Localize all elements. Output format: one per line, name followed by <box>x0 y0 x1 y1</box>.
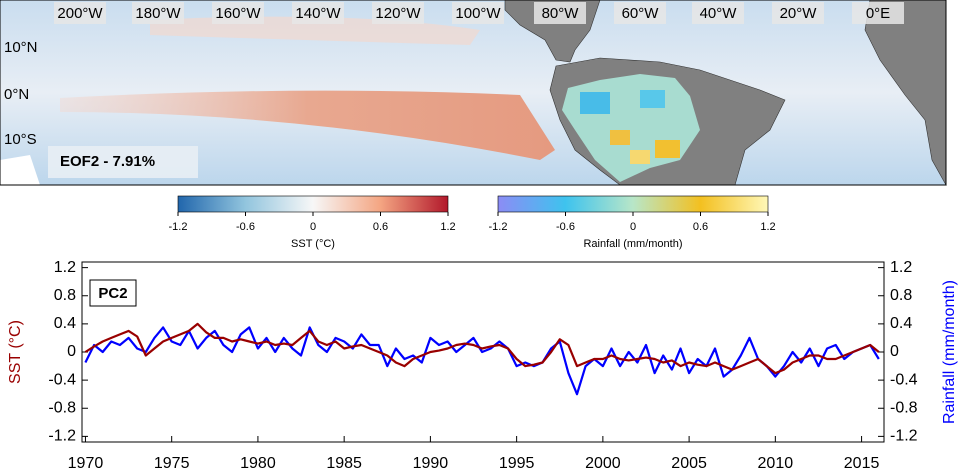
colorbar-tick-label: 0 <box>310 221 316 233</box>
y2-tick-label: 0.8 <box>890 287 912 304</box>
white-patch <box>0 155 40 185</box>
x-tick-label: 1995 <box>499 455 535 472</box>
rainfall-cell <box>610 130 630 145</box>
lon-label: 160°W <box>215 5 261 22</box>
rainfall-cell <box>655 140 680 158</box>
y2-tick-label: -0.4 <box>890 371 918 388</box>
y2-tick-label: -1.2 <box>890 428 918 445</box>
y-tick-label: -1.2 <box>48 428 76 445</box>
label-box <box>89 279 137 307</box>
colorbar-tick-label: 0.6 <box>693 221 708 233</box>
y2-tick-label: 0.4 <box>890 315 912 332</box>
series-line <box>84 326 880 396</box>
label-box <box>212 2 264 24</box>
colorbar-tick-label: 0.6 <box>373 221 388 233</box>
sst-band <box>60 90 555 160</box>
y-tick-label: 0.4 <box>54 315 76 332</box>
colorbar-label: SST (°C) <box>291 238 335 250</box>
y2-tick-label: -0.8 <box>890 399 918 416</box>
lat-label: 0°N <box>4 86 29 103</box>
lon-label: 100°W <box>455 5 501 22</box>
y2-tick-label: 1.2 <box>890 259 912 276</box>
colorbar-label: Rainfall (mm/month) <box>583 238 682 250</box>
lon-label: 200°W <box>57 5 103 22</box>
x-tick-label: 1985 <box>326 455 362 472</box>
sst-colorbar <box>177 195 449 213</box>
label-box <box>614 2 666 24</box>
x-tick-label: 2010 <box>758 455 794 472</box>
y-tick-label: 0.8 <box>54 287 76 304</box>
map: EOF2 - 7.91% <box>0 0 947 187</box>
label-box <box>534 2 586 24</box>
x-tick-label: 2000 <box>585 455 621 472</box>
y-tick-label: 0 <box>67 343 76 360</box>
x-tick-label: 2005 <box>671 455 707 472</box>
colorbar-tick-label: -1.2 <box>489 221 508 233</box>
x-tick-label: 1980 <box>240 455 276 472</box>
label-box <box>692 2 744 24</box>
x-tick-label: 1975 <box>154 455 190 472</box>
lat-label: 10°S <box>4 131 37 148</box>
label-box <box>54 2 106 24</box>
series-line <box>84 322 880 375</box>
map-frame <box>0 0 947 186</box>
panel-label: EOF2 - 7.91% <box>60 153 155 170</box>
label-box <box>452 2 504 24</box>
rainfall-cell <box>630 150 650 164</box>
label-box <box>372 2 424 24</box>
x-tick-label: 2015 <box>844 455 880 472</box>
lon-label: 80°W <box>542 5 580 22</box>
y-tick-label: -0.8 <box>48 399 76 416</box>
lon-label: 120°W <box>375 5 421 22</box>
panel-label: PC2 <box>98 285 127 302</box>
rainfall-colorbar <box>497 195 769 213</box>
lon-label: 140°W <box>295 5 341 22</box>
colorbar-tick-label: 1.2 <box>440 221 455 233</box>
rainfall-cell <box>640 90 665 108</box>
colorbar-tick-label: -1.2 <box>169 221 188 233</box>
lon-label: 180°W <box>135 5 181 22</box>
lon-label: 0°E <box>866 5 890 22</box>
lon-label: 40°W <box>700 5 738 22</box>
y-tick-label: -0.4 <box>48 371 76 388</box>
lon-label: 20°W <box>780 5 818 22</box>
colorbar-tick-label: 1.2 <box>760 221 775 233</box>
y-tick-label: 1.2 <box>54 259 76 276</box>
y2-axis-label: Rainfall (mm/month) <box>941 280 958 424</box>
x-tick-label: 1970 <box>68 455 104 472</box>
colorbar-tick-label: 0 <box>630 221 636 233</box>
colorbar-tick-label: -0.6 <box>236 221 255 233</box>
colorbar-tick-label: -0.6 <box>556 221 575 233</box>
label-box <box>292 2 344 24</box>
label-box <box>132 2 184 24</box>
y-axis-label: SST (°C) <box>7 320 24 384</box>
lon-label: 60°W <box>622 5 660 22</box>
label-box <box>48 146 198 178</box>
label-box <box>772 2 824 24</box>
lat-label: 10°N <box>4 39 38 56</box>
y2-tick-label: 0 <box>890 343 899 360</box>
label-box <box>852 2 904 24</box>
rainfall-cell <box>580 92 610 114</box>
x-tick-label: 1990 <box>413 455 449 472</box>
